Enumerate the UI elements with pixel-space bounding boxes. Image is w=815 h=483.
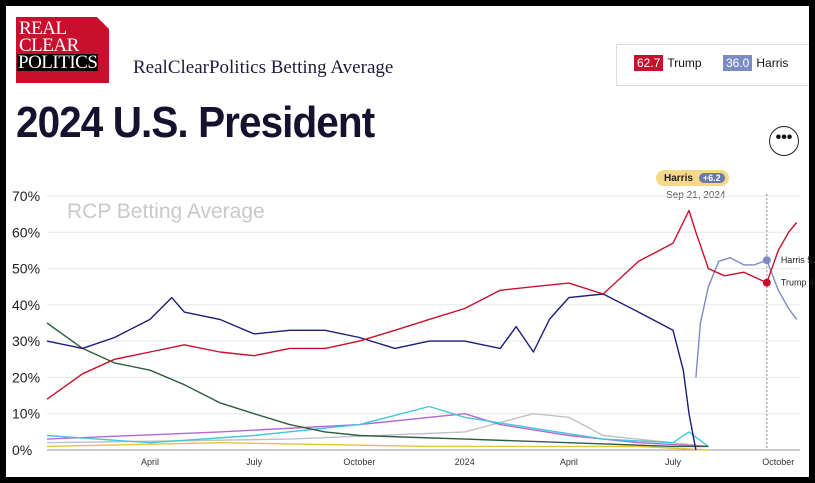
legend-trump-name: Trump (667, 56, 702, 70)
y-tick-label: 50% (12, 261, 40, 277)
series-line (46, 293, 697, 451)
harris-hover-dot (762, 256, 771, 265)
y-tick-label: 20% (12, 369, 40, 385)
series-line (46, 405, 709, 447)
legend-trump-value: 62.7 (634, 55, 664, 71)
page-subtitle: RealClearPolitics Betting Average (133, 57, 394, 78)
series-line (46, 413, 709, 448)
series-lines (46, 209, 798, 451)
logo-line-3: POLITICS (17, 52, 99, 73)
legend-trump[interactable]: 62.7 Trump (634, 55, 702, 71)
series-line-harris (695, 257, 798, 378)
hover-leader-pill: Harris +6.2 (656, 170, 729, 186)
more-icon: ••• (775, 129, 793, 146)
legend-harris[interactable]: 36.0 Harris (723, 55, 788, 71)
rcp-logo[interactable]: REAL CLEAR POLITICS (16, 17, 109, 83)
logo-line-2: CLEAR (19, 35, 79, 56)
y-tick-label: 70% (12, 188, 40, 204)
y-tick-label: 0% (12, 442, 32, 458)
gridlines (47, 195, 800, 451)
legend-harris-name: Harris (756, 56, 789, 70)
harris-hover-label: Harris 52.3% (781, 255, 815, 265)
x-tick-label: July (665, 457, 682, 467)
y-tick-label: 40% (12, 297, 40, 313)
y-tick-label: 30% (12, 333, 40, 349)
x-tick-label: July (246, 457, 263, 467)
page-title: 2024 U.S. President (16, 98, 375, 147)
hover-leader-name: Harris (664, 172, 693, 184)
trump-hover-label: Trump 46.1% (781, 278, 815, 288)
y-tick-label: 60% (12, 224, 40, 240)
hover-lead-badge: +6.2 (698, 173, 725, 183)
series-line (46, 322, 709, 448)
series-line-trump (46, 209, 798, 400)
x-tick-label: October (343, 457, 375, 467)
candidate-legend: 62.7 Trump 36.0 Harris (616, 44, 809, 86)
series-line (46, 442, 709, 451)
y-tick-label: 10% (12, 406, 40, 422)
legend-harris-value: 36.0 (723, 55, 753, 71)
x-tick-label: October (762, 457, 794, 467)
series-line (46, 413, 709, 448)
logo-line-1: REAL (19, 18, 67, 39)
chart-watermark: RCP Betting Average (67, 200, 265, 223)
logo-corner-fold (97, 17, 109, 29)
trump-hover-dot (762, 278, 771, 287)
x-tick-label: April (560, 457, 578, 467)
x-tick-label: April (141, 457, 159, 467)
x-tick-labels: April July October 2024 April July October (141, 457, 794, 467)
more-options-button[interactable]: ••• (769, 126, 799, 156)
y-tick-labels: 0% 10% 20% 30% 40% 50% 60% 70% (12, 188, 40, 458)
x-tick-label: 2024 (455, 457, 475, 467)
